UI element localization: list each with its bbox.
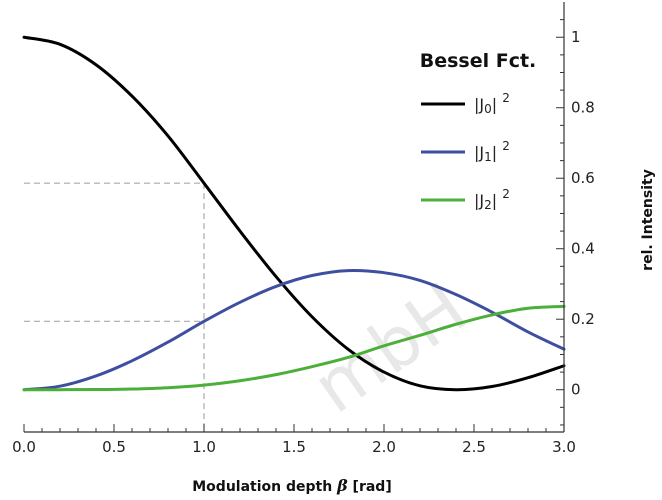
x-tick-label: 0.5: [102, 438, 126, 456]
y-axis-title: rel. Intensity: [640, 169, 656, 271]
legend-label-J0: |J0| 2: [474, 91, 510, 116]
y-tick-label: 1: [571, 28, 581, 46]
x-tick-label: 3.0: [552, 438, 576, 456]
legend: Bessel Fct. |J0| 2 |J1| 2 |J2| 2: [420, 50, 537, 212]
series-layer: [22, 35, 566, 392]
x-tick-label: 2.0: [372, 438, 396, 456]
reference-lines: [24, 182, 205, 432]
legend-label-J2: |J2| 2: [474, 187, 510, 212]
axes: 0.0 0.5 1.0 1.5 2.0 2.5 3.0 0 0.2 0.4 0.6 0.8 1: [12, 2, 595, 456]
y-tick-label: 0.4: [571, 240, 595, 258]
x-tick-label: 1.0: [192, 438, 216, 456]
x-tick-label: 1.5: [282, 438, 306, 456]
series-line-J1: [22, 268, 566, 392]
x-axis-title: Modulation depth β [rad]: [192, 476, 391, 495]
y-tick-label: 0: [571, 381, 581, 399]
x-tick-label: 0.0: [12, 438, 36, 456]
y-tick-label: 0.2: [571, 310, 595, 328]
x-tick-label: 2.5: [462, 438, 486, 456]
series-line-J2: [22, 304, 566, 392]
series-line-J0: [22, 35, 566, 392]
y-tick-label: 0.6: [571, 169, 595, 187]
legend-label-J1: |J1| 2: [474, 139, 510, 164]
y-tick-label: 0.8: [571, 99, 595, 117]
legend-title: Bessel Fct.: [420, 50, 537, 72]
watermark: mbH: [299, 267, 481, 429]
